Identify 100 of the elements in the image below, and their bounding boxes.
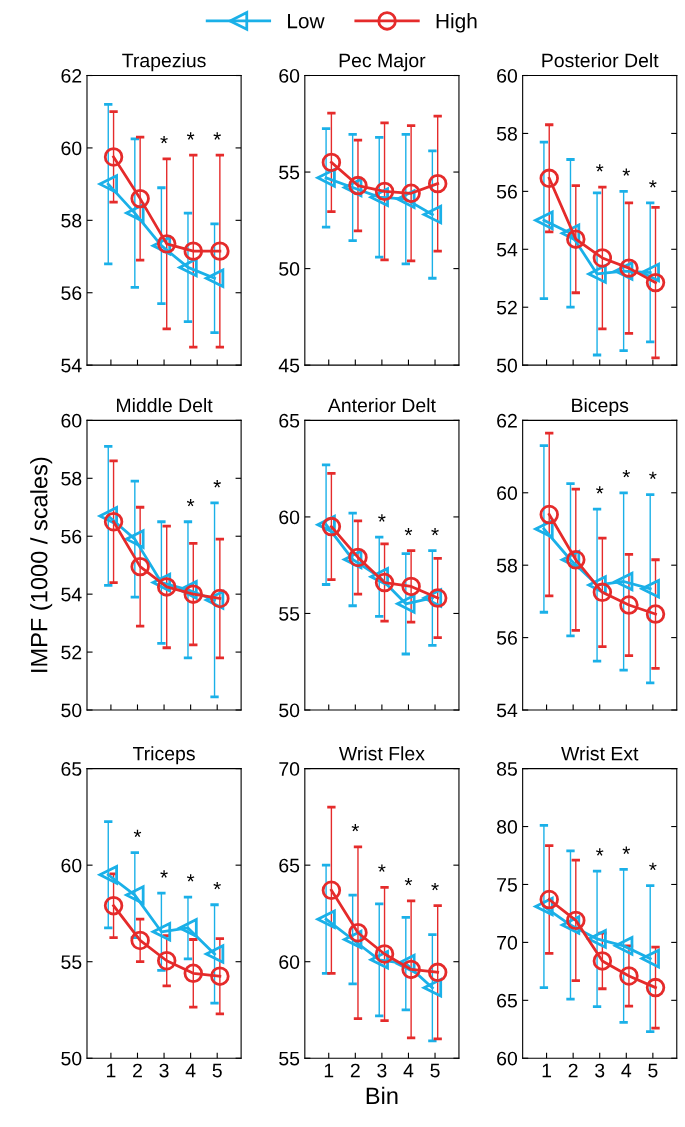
y-tick-label: 60 <box>497 1051 518 1066</box>
x-tick-label: 1 <box>324 1063 334 1078</box>
point <box>539 889 559 910</box>
chart-title: Wrist Ext <box>561 746 639 761</box>
point <box>539 504 559 525</box>
annotation: * <box>160 870 168 878</box>
point <box>374 944 395 964</box>
y-tick-label: 56 <box>496 184 517 199</box>
y-tick-label: 60 <box>61 858 82 873</box>
point <box>178 918 198 938</box>
annotation: * <box>186 498 195 507</box>
y-tick-label: 65 <box>279 858 300 873</box>
x-tick-label: 1 <box>106 1063 116 1078</box>
y-tick-label: 80 <box>497 820 518 834</box>
annotation: * <box>649 180 657 188</box>
point <box>645 604 666 624</box>
chart-title: Biceps <box>572 397 629 417</box>
y-tick-label: 60 <box>61 413 82 428</box>
point <box>210 588 230 609</box>
annotation: * <box>351 823 360 832</box>
point <box>427 173 448 194</box>
point <box>592 951 613 971</box>
point <box>539 168 559 189</box>
point <box>348 547 368 568</box>
x-tick-label: 4 <box>185 1063 196 1078</box>
point <box>592 248 613 268</box>
y-tick-label: 54 <box>61 358 82 373</box>
point <box>396 594 416 614</box>
y-tick-label: 62 <box>497 413 517 428</box>
annotation: * <box>378 864 386 872</box>
point <box>619 966 639 986</box>
x-tick-label: 4 <box>403 1063 414 1078</box>
y-tick-label: 54 <box>61 587 82 602</box>
annotation: * <box>596 848 604 856</box>
point <box>619 595 639 615</box>
y-tick-label: 60 <box>497 486 518 501</box>
y-tick-label: 55 <box>279 607 300 621</box>
point <box>401 959 421 980</box>
point <box>374 572 395 593</box>
point <box>98 174 118 194</box>
point <box>204 944 225 964</box>
y-tick-label: 55 <box>61 955 82 969</box>
x-axis-title: Bin <box>366 1086 398 1104</box>
annotation: * <box>649 471 657 480</box>
y-tick-label: 62 <box>61 68 82 83</box>
annotation: * <box>404 878 413 886</box>
point <box>103 895 124 916</box>
annotation: * <box>596 486 604 494</box>
y-tick-label: 52 <box>61 645 82 660</box>
annotation: * <box>160 135 168 144</box>
y-tick-label: 58 <box>496 126 517 141</box>
point <box>321 152 342 173</box>
annotation: * <box>431 882 439 891</box>
annotation: * <box>133 829 142 838</box>
point <box>151 922 172 942</box>
y-tick-label: 70 <box>497 935 518 950</box>
x-tick-label: 3 <box>595 1063 605 1078</box>
y-tick-label: 75 <box>497 878 517 892</box>
point <box>640 948 660 969</box>
point <box>566 550 586 570</box>
point <box>534 210 554 231</box>
chart-title: Anterior Delt <box>327 397 436 413</box>
point <box>613 571 634 592</box>
y-tick-label: 60 <box>497 68 518 83</box>
annotation: * <box>622 168 631 176</box>
x-tick-label: 5 <box>430 1063 440 1078</box>
y-tick-label: 50 <box>279 703 300 718</box>
point <box>401 576 421 597</box>
annotation: * <box>186 132 195 140</box>
point <box>183 963 204 984</box>
annotation: * <box>213 132 221 140</box>
point <box>401 183 421 204</box>
y-tick-label: 50 <box>61 1051 82 1066</box>
point <box>156 234 177 254</box>
point <box>348 175 368 196</box>
annotation: * <box>213 480 221 488</box>
y-tick-label: 45 <box>278 358 300 373</box>
chart-title: Wrist Flex <box>338 746 425 761</box>
point <box>130 188 150 209</box>
chart-title: Trapezius <box>122 53 206 72</box>
point <box>640 262 660 283</box>
point <box>374 181 395 202</box>
point <box>125 885 145 905</box>
y-tick-label: 55 <box>279 1051 300 1066</box>
y-tick-label: 65 <box>497 993 517 1008</box>
y-tick-label: 56 <box>61 529 82 544</box>
y-tick-label: 58 <box>496 558 517 573</box>
y-tick-label: 60 <box>61 141 82 156</box>
annotation: * <box>404 527 413 536</box>
y-tick-label: 58 <box>61 471 82 486</box>
point <box>183 584 204 604</box>
y-tick-label: 60 <box>279 68 300 83</box>
x-tick-label: 5 <box>648 1063 658 1078</box>
point <box>640 579 660 599</box>
y-tick-label: 52 <box>496 300 517 315</box>
y-tick-label: 56 <box>496 631 517 645</box>
point <box>321 516 342 537</box>
point <box>156 951 177 971</box>
y-tick-label: 50 <box>496 358 518 373</box>
point <box>566 229 586 249</box>
